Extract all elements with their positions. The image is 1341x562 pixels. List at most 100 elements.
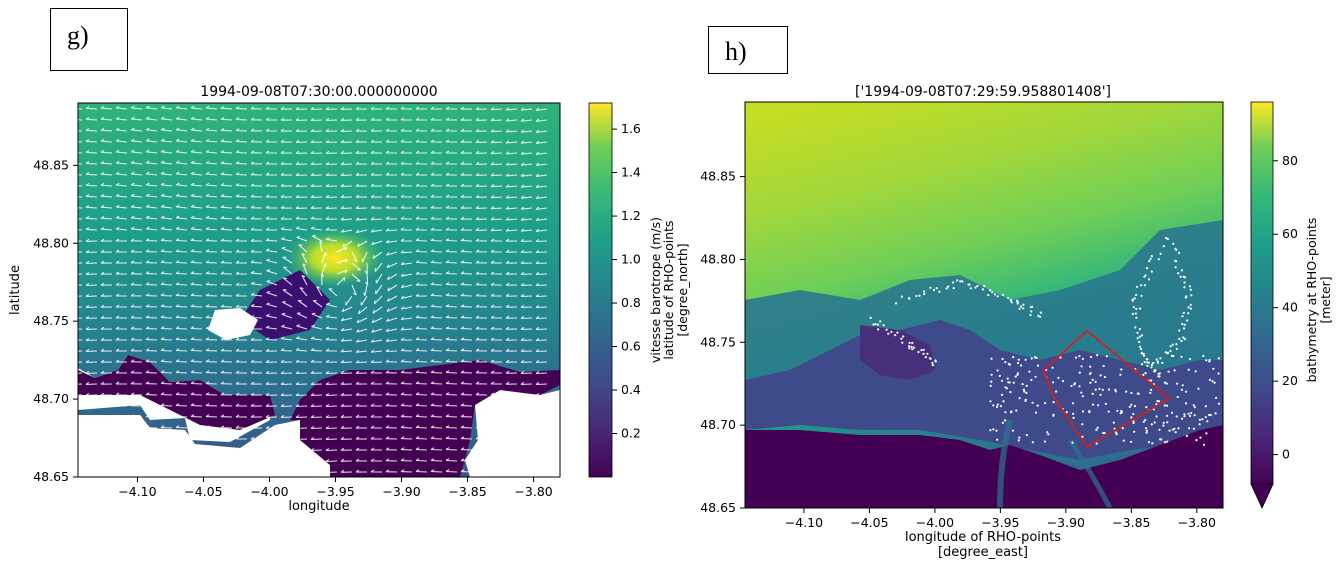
particle [1135, 293, 1138, 297]
velocity-vector [355, 403, 368, 407]
velocity-vector [100, 138, 113, 143]
velocity-vector [100, 215, 113, 220]
velocity-vector [325, 161, 338, 165]
velocity-vector [430, 348, 443, 352]
velocity-vector [475, 172, 488, 176]
velocity-vector [265, 161, 277, 165]
velocity-vector [130, 193, 143, 198]
velocity-vector [355, 469, 368, 473]
velocity-vector [160, 326, 173, 330]
velocity-vector [145, 403, 158, 407]
velocity-vector [325, 150, 338, 154]
velocity-vector [160, 337, 173, 341]
velocity-vector [430, 414, 443, 418]
velocity-vector [355, 161, 368, 165]
velocity-vector [370, 183, 383, 187]
velocity-vector [475, 128, 488, 132]
particle [1188, 357, 1192, 361]
particle [900, 295, 904, 298]
velocity-vector [175, 293, 188, 297]
velocity-vector [385, 338, 398, 342]
particle [1078, 371, 1081, 374]
velocity-vector [325, 216, 338, 220]
particle [1183, 337, 1186, 341]
velocity-vector [340, 403, 353, 407]
velocity-vector [535, 217, 548, 221]
velocity-vector [520, 293, 533, 297]
particle [1140, 294, 1143, 297]
velocity-vector [295, 458, 308, 463]
particle [991, 291, 994, 294]
velocity-vector [445, 194, 457, 198]
velocity-vector [205, 116, 218, 121]
velocity-vector [386, 262, 398, 269]
particle [1180, 388, 1183, 391]
velocity-vector [78, 152, 83, 154]
particle [1183, 281, 1186, 284]
velocity-vector [145, 348, 158, 352]
velocity-vector [475, 260, 488, 264]
velocity-vector [490, 447, 502, 451]
velocity-vector [370, 359, 383, 364]
chart-h-colorbar-tick-label: 80 [1282, 153, 1298, 168]
particle [1105, 355, 1108, 358]
particle [1011, 429, 1015, 432]
velocity-vector [490, 403, 502, 407]
velocity-vector [250, 205, 263, 209]
velocity-vector [340, 128, 353, 132]
velocity-vector [505, 282, 518, 286]
velocity-vector [310, 106, 323, 111]
velocity-vector [280, 425, 293, 430]
velocity-vector [130, 282, 143, 286]
chart-g-colorbar-tick-label: 1.0 [621, 252, 641, 267]
particle [1167, 370, 1170, 373]
velocity-vector [205, 359, 218, 363]
velocity-vector [295, 205, 308, 209]
particle [1130, 440, 1133, 443]
velocity-vector [460, 304, 473, 308]
velocity-vector [445, 447, 458, 451]
particle [922, 348, 925, 351]
velocity-vector [400, 359, 413, 363]
velocity-vector [505, 271, 518, 275]
particle [1185, 434, 1188, 437]
particle [1132, 412, 1135, 416]
velocity-vector [370, 392, 383, 396]
velocity-vector [78, 207, 83, 209]
velocity-vector [505, 348, 518, 352]
particle [1182, 336, 1185, 339]
particle [1161, 361, 1164, 364]
velocity-vector [415, 425, 428, 429]
particle [918, 294, 921, 297]
velocity-vector [280, 117, 293, 121]
velocity-vector [250, 348, 263, 352]
velocity-vector [535, 107, 548, 111]
particle [1002, 400, 1005, 403]
velocity-vector [445, 260, 458, 264]
velocity-vector [430, 315, 443, 319]
particle [1173, 427, 1176, 430]
particle [1023, 390, 1026, 393]
velocity-vector [490, 118, 503, 122]
velocity-vector [371, 240, 383, 246]
velocity-vector [356, 317, 368, 324]
velocity-vector [130, 469, 143, 473]
velocity-vector [355, 392, 368, 396]
velocity-vector [505, 293, 518, 297]
chart-g-colorbar-label: vitesse barotrope (m/s) latitude of RHO-… [648, 217, 690, 363]
velocity-vector [190, 381, 203, 385]
velocity-vector [310, 436, 323, 441]
particle [1142, 420, 1145, 423]
velocity-vector [78, 174, 83, 176]
velocity-vector [325, 348, 337, 352]
velocity-vector [160, 249, 173, 253]
particle [1165, 236, 1168, 240]
velocity-vector [235, 447, 248, 451]
particle [1135, 316, 1138, 319]
particle [1018, 397, 1021, 400]
particle [1119, 373, 1122, 376]
particle [990, 373, 993, 376]
particle [1178, 337, 1181, 340]
velocity-vector [78, 438, 83, 440]
